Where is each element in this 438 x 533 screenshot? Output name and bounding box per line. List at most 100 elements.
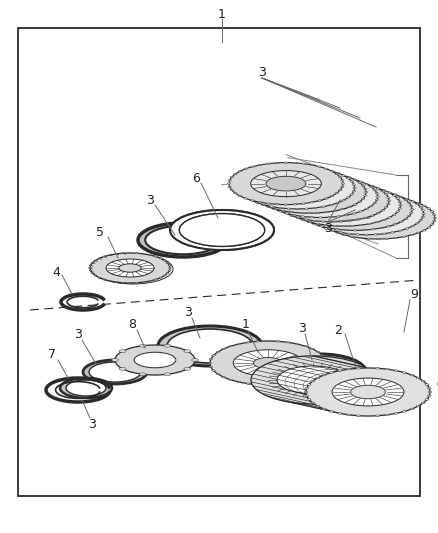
- Ellipse shape: [138, 223, 228, 257]
- Ellipse shape: [290, 215, 293, 216]
- Ellipse shape: [321, 206, 325, 207]
- Ellipse shape: [301, 219, 305, 221]
- Ellipse shape: [289, 185, 352, 208]
- Ellipse shape: [371, 215, 374, 216]
- Ellipse shape: [387, 225, 390, 227]
- Ellipse shape: [279, 181, 282, 182]
- Ellipse shape: [371, 189, 374, 190]
- Ellipse shape: [230, 176, 233, 178]
- Ellipse shape: [251, 166, 254, 167]
- Text: 3: 3: [184, 305, 192, 319]
- Ellipse shape: [427, 395, 431, 397]
- Ellipse shape: [310, 175, 313, 176]
- Ellipse shape: [208, 362, 212, 364]
- Ellipse shape: [295, 381, 299, 383]
- Ellipse shape: [267, 206, 270, 208]
- Ellipse shape: [251, 356, 375, 404]
- Ellipse shape: [328, 216, 331, 218]
- Ellipse shape: [293, 214, 297, 216]
- Ellipse shape: [170, 210, 274, 250]
- Ellipse shape: [359, 184, 363, 186]
- Ellipse shape: [285, 213, 289, 214]
- Ellipse shape: [325, 208, 329, 209]
- Ellipse shape: [320, 225, 323, 227]
- Ellipse shape: [303, 218, 306, 220]
- Ellipse shape: [106, 259, 154, 277]
- Ellipse shape: [332, 378, 404, 406]
- Ellipse shape: [364, 217, 367, 219]
- Ellipse shape: [293, 177, 297, 179]
- Ellipse shape: [325, 227, 329, 228]
- Ellipse shape: [335, 202, 375, 217]
- Ellipse shape: [115, 281, 118, 282]
- Ellipse shape: [404, 218, 407, 220]
- Ellipse shape: [312, 193, 352, 208]
- Text: 4: 4: [52, 265, 60, 279]
- Ellipse shape: [356, 415, 360, 416]
- Ellipse shape: [310, 193, 424, 235]
- Ellipse shape: [170, 210, 274, 250]
- Ellipse shape: [351, 184, 354, 185]
- Text: 3: 3: [146, 193, 154, 206]
- Ellipse shape: [399, 204, 402, 206]
- Ellipse shape: [229, 163, 343, 205]
- Ellipse shape: [394, 413, 398, 414]
- Ellipse shape: [119, 350, 126, 353]
- Ellipse shape: [89, 270, 92, 271]
- Ellipse shape: [402, 236, 406, 237]
- Ellipse shape: [164, 373, 171, 376]
- Ellipse shape: [119, 264, 141, 272]
- Ellipse shape: [293, 162, 297, 164]
- Ellipse shape: [388, 217, 392, 218]
- Ellipse shape: [311, 376, 314, 378]
- Ellipse shape: [379, 190, 383, 191]
- Ellipse shape: [324, 224, 328, 226]
- Ellipse shape: [352, 190, 356, 192]
- Ellipse shape: [343, 235, 346, 236]
- Ellipse shape: [339, 180, 343, 181]
- Ellipse shape: [407, 215, 411, 216]
- Ellipse shape: [328, 175, 331, 176]
- Ellipse shape: [305, 387, 309, 389]
- Ellipse shape: [135, 282, 138, 284]
- Ellipse shape: [329, 204, 333, 206]
- Ellipse shape: [304, 181, 308, 183]
- Ellipse shape: [351, 225, 354, 227]
- Ellipse shape: [298, 188, 412, 230]
- Ellipse shape: [307, 399, 311, 400]
- Ellipse shape: [359, 211, 363, 212]
- Ellipse shape: [314, 223, 318, 224]
- Text: 1: 1: [218, 7, 226, 20]
- Ellipse shape: [164, 344, 171, 347]
- Ellipse shape: [316, 223, 319, 224]
- Ellipse shape: [341, 186, 344, 188]
- Ellipse shape: [376, 415, 380, 416]
- Ellipse shape: [254, 358, 283, 368]
- Ellipse shape: [159, 277, 162, 278]
- Ellipse shape: [290, 185, 293, 187]
- Ellipse shape: [275, 180, 389, 222]
- Ellipse shape: [262, 196, 265, 197]
- Ellipse shape: [250, 199, 253, 201]
- Ellipse shape: [212, 355, 215, 356]
- Ellipse shape: [359, 224, 363, 226]
- Ellipse shape: [367, 223, 371, 224]
- Ellipse shape: [281, 210, 285, 212]
- Ellipse shape: [347, 414, 351, 416]
- Ellipse shape: [276, 162, 279, 164]
- Ellipse shape: [433, 217, 437, 219]
- Ellipse shape: [312, 193, 375, 216]
- Ellipse shape: [291, 214, 294, 215]
- Ellipse shape: [109, 280, 112, 281]
- Ellipse shape: [158, 326, 262, 366]
- Ellipse shape: [266, 176, 329, 199]
- Text: 3: 3: [298, 321, 306, 335]
- Ellipse shape: [410, 374, 414, 376]
- Ellipse shape: [376, 196, 379, 197]
- Ellipse shape: [209, 366, 212, 368]
- Text: 9: 9: [410, 288, 418, 302]
- Ellipse shape: [399, 221, 403, 222]
- Ellipse shape: [347, 233, 351, 235]
- Ellipse shape: [346, 197, 350, 198]
- Ellipse shape: [139, 344, 146, 347]
